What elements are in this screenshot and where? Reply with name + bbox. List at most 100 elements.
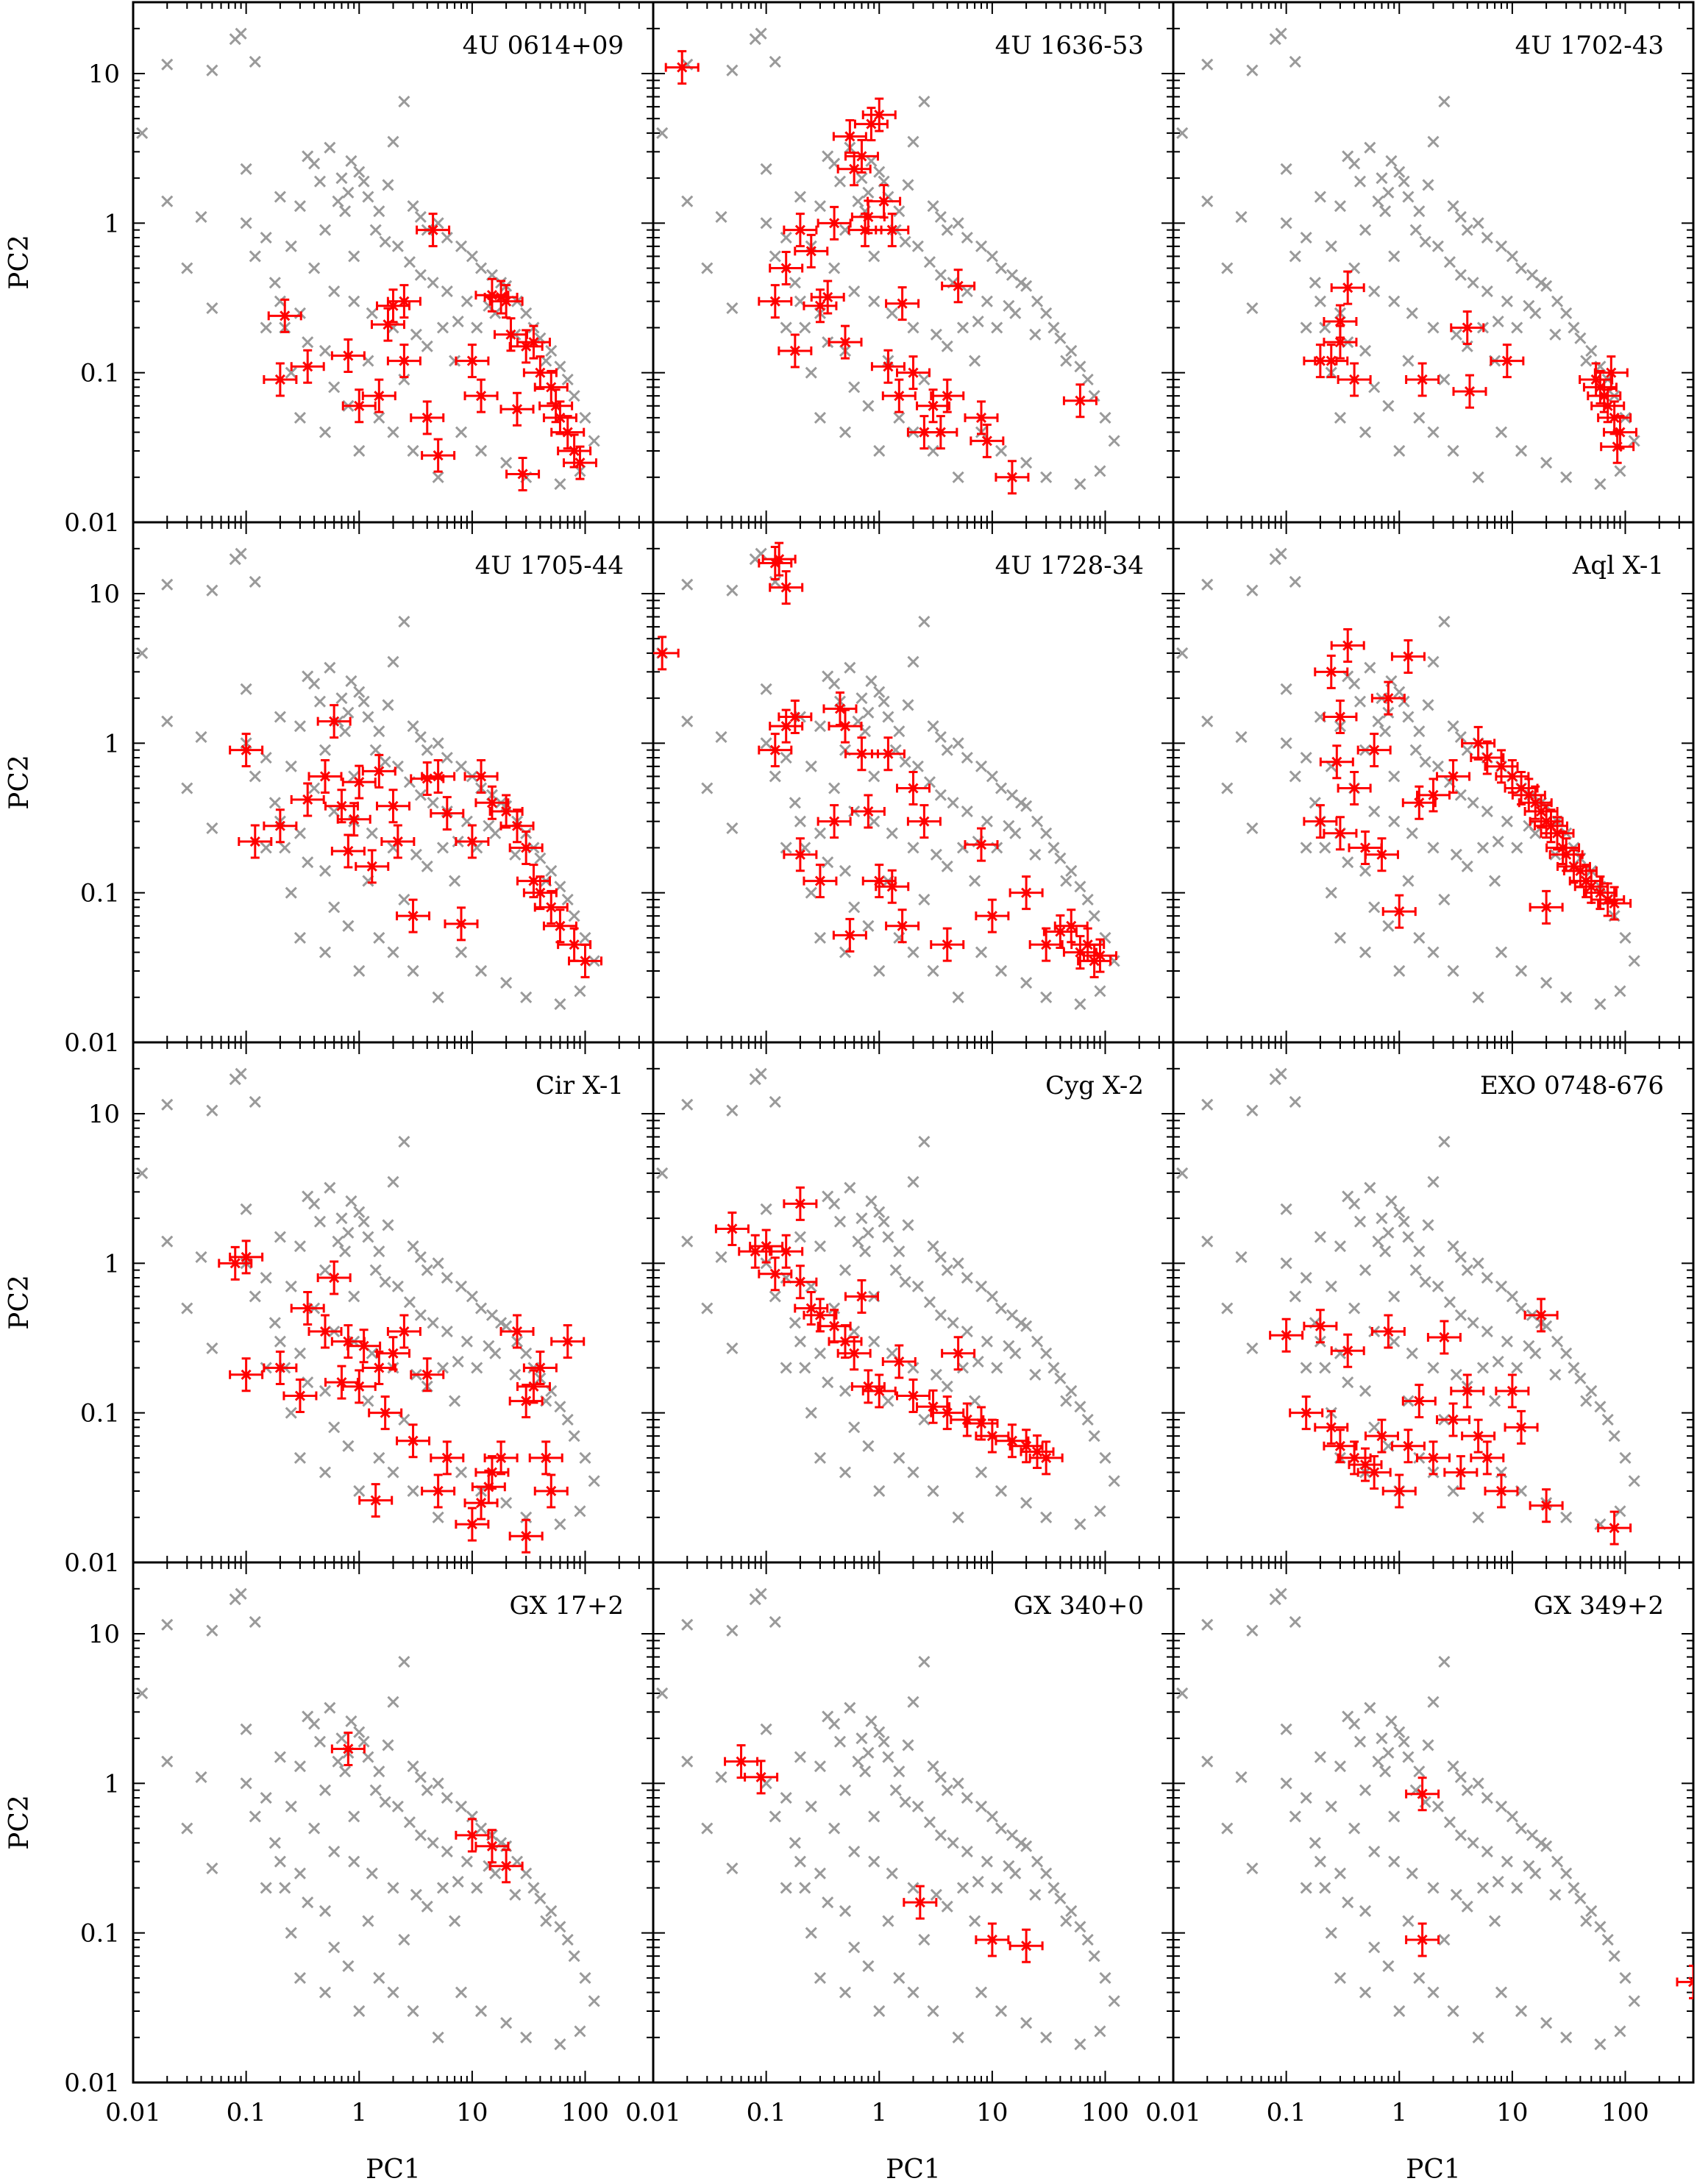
panel-frame [132,1041,655,1564]
background-point [995,1302,1008,1315]
source-point [916,1389,951,1424]
background-point [907,1986,919,1999]
background-point [1074,881,1086,893]
background-point [1413,1765,1426,1778]
background-point [1334,1971,1346,1984]
background-point [927,720,939,733]
background-point [848,1845,861,1858]
background-point [862,1960,875,1972]
background-point [1413,1971,1426,1984]
background-point [387,655,399,668]
background-point [1099,1451,1111,1464]
background-point [907,1882,919,1894]
background-point [981,1855,993,1868]
background-point [1492,835,1504,848]
background-point [466,250,478,263]
source-point [455,1507,490,1542]
background-point [574,1505,586,1518]
background-point [161,195,174,207]
background-point [927,964,939,978]
background-point [975,760,988,772]
background-point [1359,1264,1372,1276]
background-point [1540,1840,1553,1852]
background-point [865,1715,878,1728]
background-point [302,150,314,163]
background-point [918,615,931,628]
source-point [1504,1409,1539,1445]
background-point [1427,426,1440,438]
background-point [161,58,174,71]
source-point [1323,304,1358,339]
background-point [1201,1618,1214,1631]
source-point [714,1211,750,1246]
source-point [290,349,325,384]
background-point [1047,842,1060,854]
background-point [1378,725,1392,738]
background-point [1495,1986,1508,1999]
x-axis-title: PC1 [366,2155,421,2184]
background-point [561,1413,574,1426]
background-point [882,1751,894,1763]
background-point [814,720,826,733]
background-point [1413,1245,1426,1258]
background-point [1549,328,1562,341]
background-point [1099,411,1111,424]
background-point [574,2025,586,2038]
background-point [1594,1401,1607,1413]
source-point [778,333,813,369]
background-point [460,295,473,307]
source-point [1436,1402,1471,1437]
background-point [1108,1995,1120,2007]
background-point [260,1791,272,1804]
background-point [969,355,981,367]
source-point [1529,889,1564,925]
source-point [346,1328,382,1364]
background-point [1447,444,1459,458]
background-point [873,964,886,978]
background-point [844,1181,856,1194]
background-point [947,1837,959,1849]
background-point [407,200,419,213]
source-point [783,213,818,248]
background-point [206,1342,218,1355]
x-tick-label: 10 [456,2098,488,2127]
background-point [844,1701,856,1714]
background-point [353,1726,366,1738]
background-point [407,2005,419,2018]
background-point [436,842,449,854]
background-point [455,760,468,772]
background-point [1427,135,1440,148]
background-point [934,1771,947,1783]
source-point [505,456,541,491]
source-point [881,1344,917,1379]
background-point [1309,1837,1321,1849]
background-point [995,964,1008,978]
source-point [744,1760,779,1795]
background-point [366,827,378,839]
y-tick-label: 0.01 [64,508,120,538]
source-point [330,338,366,374]
background-point [1359,344,1372,358]
background-point [1368,901,1381,914]
source-point [794,1291,829,1326]
background-point [814,1971,826,1984]
source-point [1540,816,1575,851]
background-point [991,1882,1003,1894]
background-point [828,262,841,274]
x-tick-label: 0.1 [227,2098,266,2127]
source-point [861,97,897,132]
background-point [1413,725,1426,738]
source-point [653,636,680,671]
background-point [1427,655,1440,668]
background-point [681,195,694,207]
panel-title: 4U 1702-43 [1515,31,1664,60]
background-point [357,695,370,708]
background-point [681,1098,694,1111]
source-point [1370,1314,1406,1349]
source-point [930,927,965,962]
background-point [1040,2031,1053,2044]
background-point [907,1466,919,1479]
background-point [1300,842,1312,854]
background-point [1221,1302,1234,1315]
background-point [1476,1882,1490,1894]
